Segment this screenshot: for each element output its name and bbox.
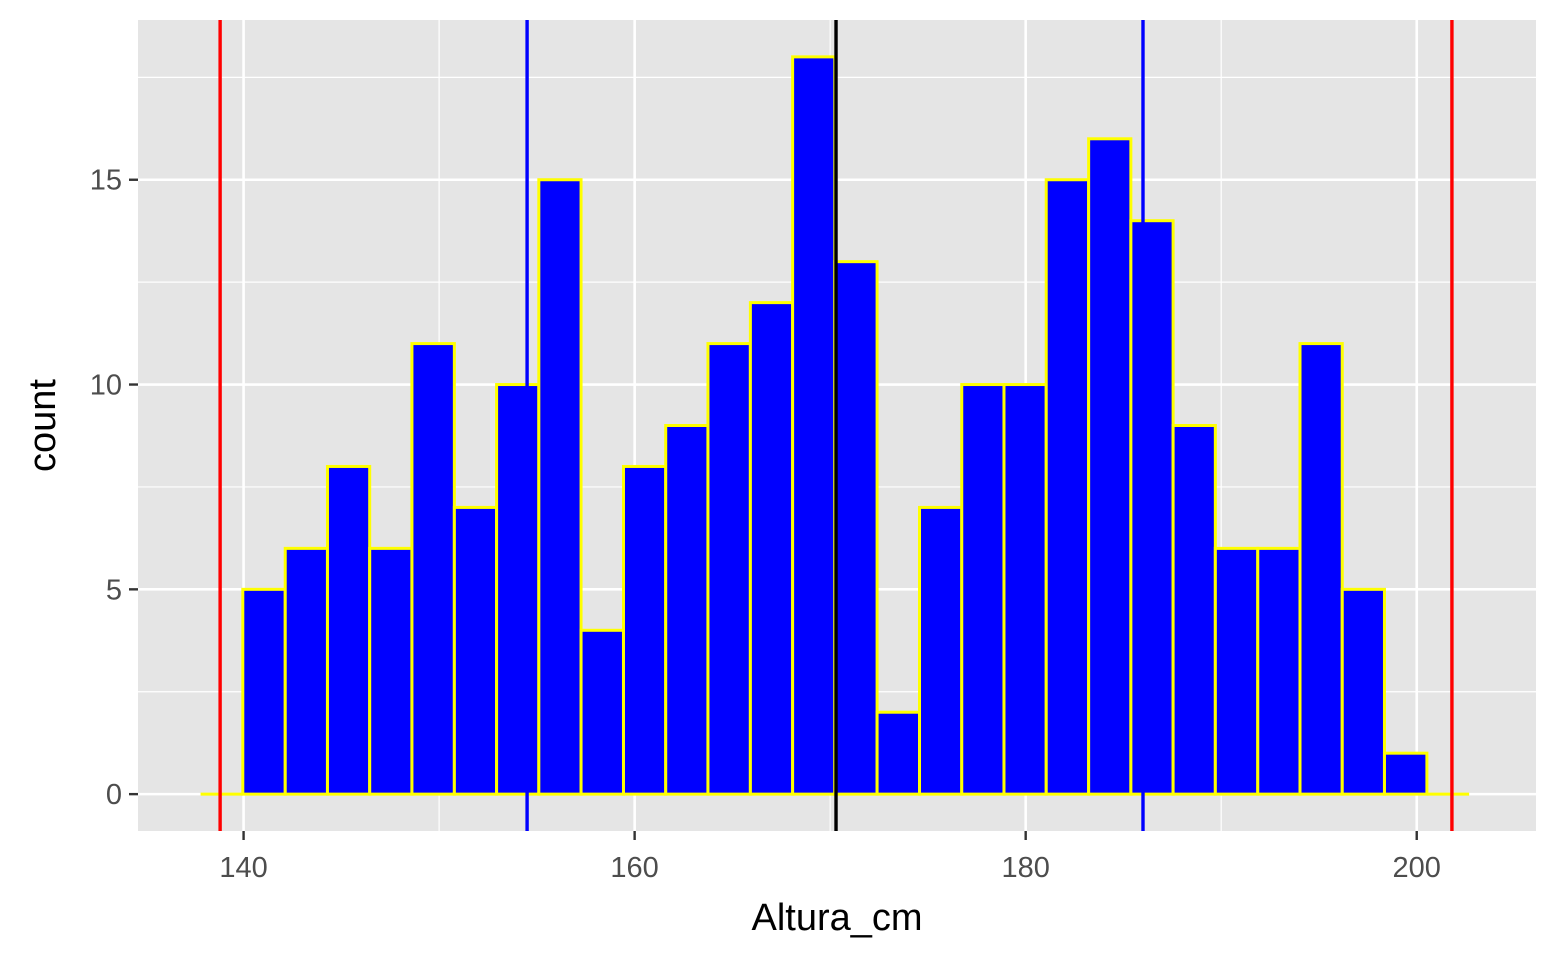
histogram-bar [791,55,837,796]
histogram-bar [875,710,922,796]
histogram-bar [833,260,879,796]
histogram-bar [241,587,287,796]
y-tick-label: 10 [90,370,122,402]
histogram-bar [1298,342,1344,796]
histogram-bar [706,342,752,796]
histogram-bar [368,546,414,796]
reference-lines [218,20,1454,831]
x-tick-label: 160 [610,852,658,884]
x-tick-label: 140 [219,852,267,884]
x-axis-title: Altura_cm [751,897,922,939]
x-tick-label: 180 [1001,852,1049,884]
histogram-bar [664,424,710,796]
histogram-bar [579,628,625,796]
histogram-bar [621,464,668,796]
histogram-bar [960,383,1006,796]
histogram-bar [1256,546,1302,796]
histogram-bar [410,342,456,796]
y-axis-title: count [22,379,64,472]
histogram-bar [918,505,964,796]
histogram-bar [452,505,499,796]
axes: 140 160 180 200 0 5 10 15 [90,165,1441,884]
histogram-bar [1340,587,1386,796]
histogram-bar [325,464,372,796]
y-tick-label: 15 [90,165,122,197]
histogram-bars [200,55,1470,796]
histogram-bar [1044,178,1091,796]
histogram-bar [1382,751,1429,796]
histogram-bar [1087,137,1133,796]
histogram-bar [1213,546,1260,796]
x-tick-label: 200 [1393,852,1441,884]
y-tick-label: 0 [106,779,122,811]
histogram-bar [748,301,795,796]
histogram-bar [537,178,583,796]
histogram-bar [283,546,329,796]
histogram-bar [1171,424,1217,796]
y-tick-label: 5 [106,574,122,606]
histogram-bar [495,383,541,796]
histogram-bar [1129,219,1175,796]
histogram-bar [1002,383,1048,796]
